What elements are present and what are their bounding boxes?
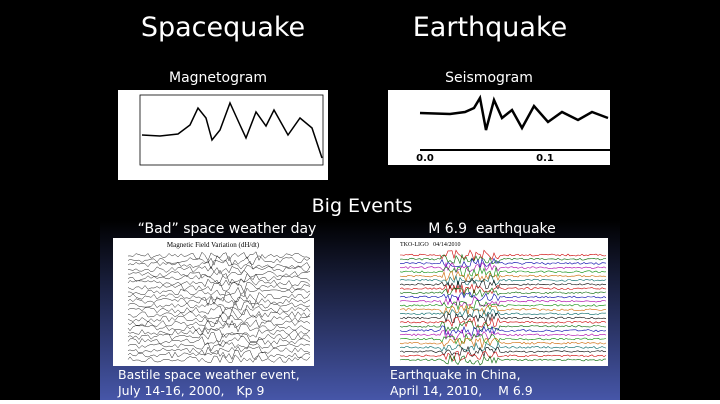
seismogram-trace [419,94,609,131]
image-title: TKO-LIGO 04/14/2010 [400,242,461,248]
caption: April 14, 2010, M 6.9 [390,383,533,398]
trace [127,336,311,347]
trace [127,269,311,279]
trace [399,266,607,278]
trace [127,259,311,270]
left-title: Spacequake [141,12,305,43]
trace [399,300,607,311]
left-band [0,0,100,400]
trace [399,308,607,319]
trace [399,325,607,337]
section-title: Big Events [312,195,413,217]
trace [399,312,607,324]
trace [399,279,607,290]
trace [400,249,607,262]
trace [399,316,607,328]
trace [399,350,607,362]
trace [399,257,607,268]
trace [128,286,311,298]
trace [399,283,607,295]
image-title: Magnetic Field Variation (dH/dt) [167,241,260,249]
trace [399,303,606,316]
event-label: “Bad” space weather day [138,221,317,237]
trace [399,354,607,366]
trace [127,300,311,311]
magnetic-variation-image [113,238,314,366]
seismogram-image [388,90,610,165]
trace [127,349,311,361]
axis-label: 0.1 [536,153,554,164]
trace [399,253,607,265]
trace [127,265,311,275]
trace [127,313,311,324]
right-title: Earthquake [413,12,568,43]
trace [399,321,607,333]
panel-label: Magnetogram [169,70,267,86]
trace [399,261,607,274]
trace [399,341,607,352]
trace [399,337,607,349]
trace [399,296,607,307]
trace [127,296,311,307]
trace [399,287,607,298]
trace [127,323,311,334]
axis-label: 0.0 [416,153,434,164]
trace [399,333,607,345]
trace [127,319,311,329]
magnetogram-trace [141,101,323,159]
trace [127,341,311,352]
trace [127,345,311,357]
plot-frame [139,94,324,166]
trace [127,327,311,338]
trace [399,291,607,303]
right-band [620,0,720,400]
trace [399,328,607,341]
trace [128,309,311,320]
trace [127,354,311,364]
trace [127,255,311,267]
trace [399,274,607,286]
trace [399,270,607,282]
traces [127,249,607,366]
trace [127,304,311,315]
caption: Earthquake in China, [390,367,521,382]
panel-label: Seismogram [445,70,533,86]
trace [399,345,607,358]
trace [127,282,311,294]
event-label: M 6.9 earthquake [428,221,556,237]
caption: Bastile space weather event, [118,367,300,382]
trace [127,332,311,343]
caption: July 14-16, 2000, Kp 9 [117,383,265,398]
